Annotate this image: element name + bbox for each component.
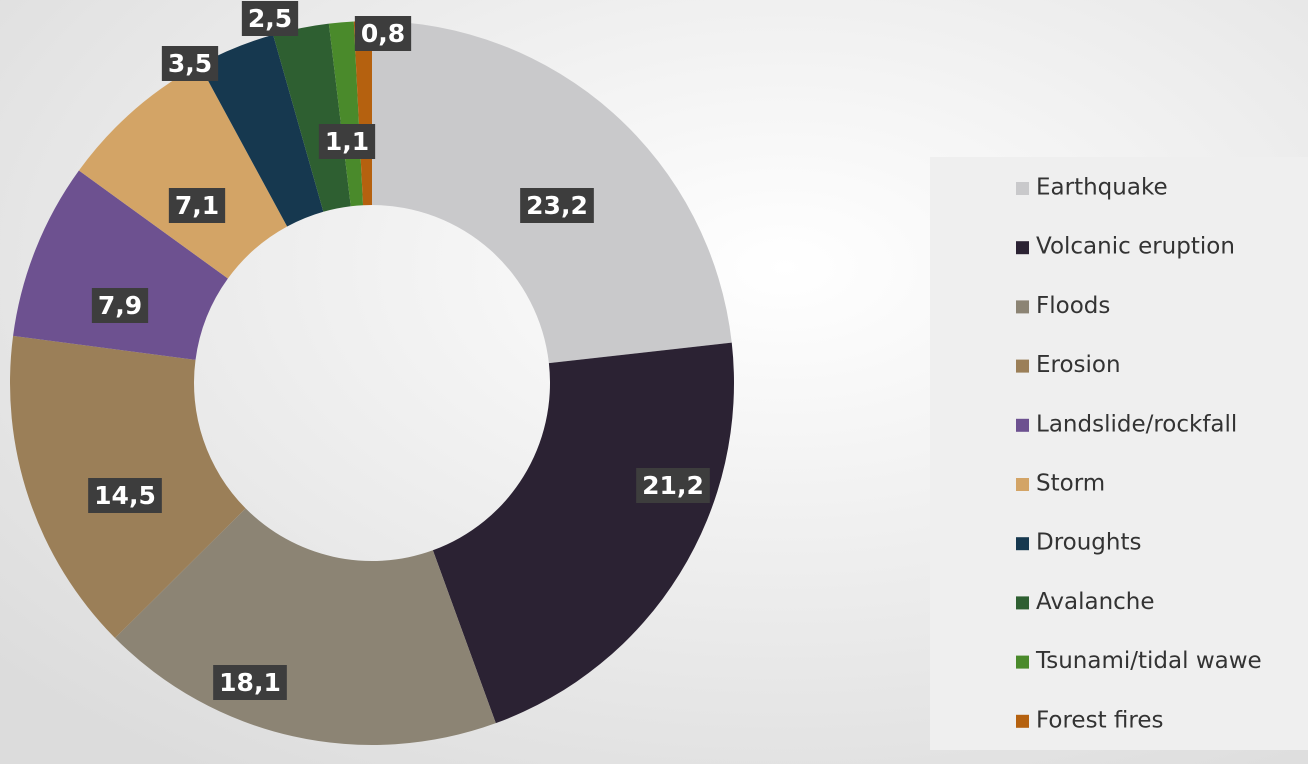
legend-label: Landslide/rockfall xyxy=(1036,411,1237,437)
value-label: 18,1 xyxy=(219,668,281,697)
value-label: 7,1 xyxy=(175,191,219,220)
legend-marker xyxy=(1016,478,1029,491)
value-label: 7,9 xyxy=(98,291,142,320)
value-label-box xyxy=(636,468,710,503)
value-label-box xyxy=(213,665,287,700)
legend-marker xyxy=(1016,300,1029,314)
legend-label: Forest fires xyxy=(1036,707,1163,733)
value-label: 21,2 xyxy=(642,471,704,500)
value-label: 14,5 xyxy=(94,481,156,510)
value-label-box xyxy=(161,46,219,81)
value-label-box xyxy=(241,1,299,36)
legend-marker xyxy=(1016,537,1029,551)
legend-label: Floods xyxy=(1036,293,1110,319)
legend-label: Avalanche xyxy=(1036,589,1155,615)
value-label: 2,5 xyxy=(248,4,292,33)
value-label-box xyxy=(520,188,594,223)
value-label: 3,5 xyxy=(168,49,212,78)
legend-marker xyxy=(1016,418,1029,432)
donut-slice xyxy=(328,21,364,207)
donut-slice xyxy=(115,508,496,745)
donut-slice xyxy=(353,21,372,206)
donut-slice xyxy=(432,342,734,724)
legend-label: Erosion xyxy=(1036,352,1121,378)
legend-label: Droughts xyxy=(1036,530,1142,556)
value-label: 1,1 xyxy=(325,127,369,156)
legend-label: Tsunami/tidal wawe xyxy=(1035,648,1262,674)
donut-slice xyxy=(13,170,228,360)
legend-box xyxy=(930,157,1308,750)
value-label-box xyxy=(318,124,376,159)
value-label: 23,2 xyxy=(526,191,588,220)
legend-marker xyxy=(1016,182,1029,195)
legend-marker xyxy=(1016,714,1029,728)
donut-slice xyxy=(199,34,324,227)
legend-marker xyxy=(1016,241,1029,255)
legend-label: Volcanic eruption xyxy=(1036,234,1235,260)
donut-slice xyxy=(78,64,288,279)
legend-marker xyxy=(1016,655,1029,669)
legend-label: Storm xyxy=(1036,471,1105,497)
legend-marker xyxy=(1016,359,1029,373)
value-label-box xyxy=(88,478,162,513)
value-label-box xyxy=(354,16,412,51)
legend-label: Earthquake xyxy=(1036,175,1168,201)
value-label-box xyxy=(168,188,226,223)
value-label-box xyxy=(91,288,149,323)
donut-slice xyxy=(273,23,351,212)
value-label: 0,8 xyxy=(361,19,405,48)
legend-marker xyxy=(1016,596,1029,610)
